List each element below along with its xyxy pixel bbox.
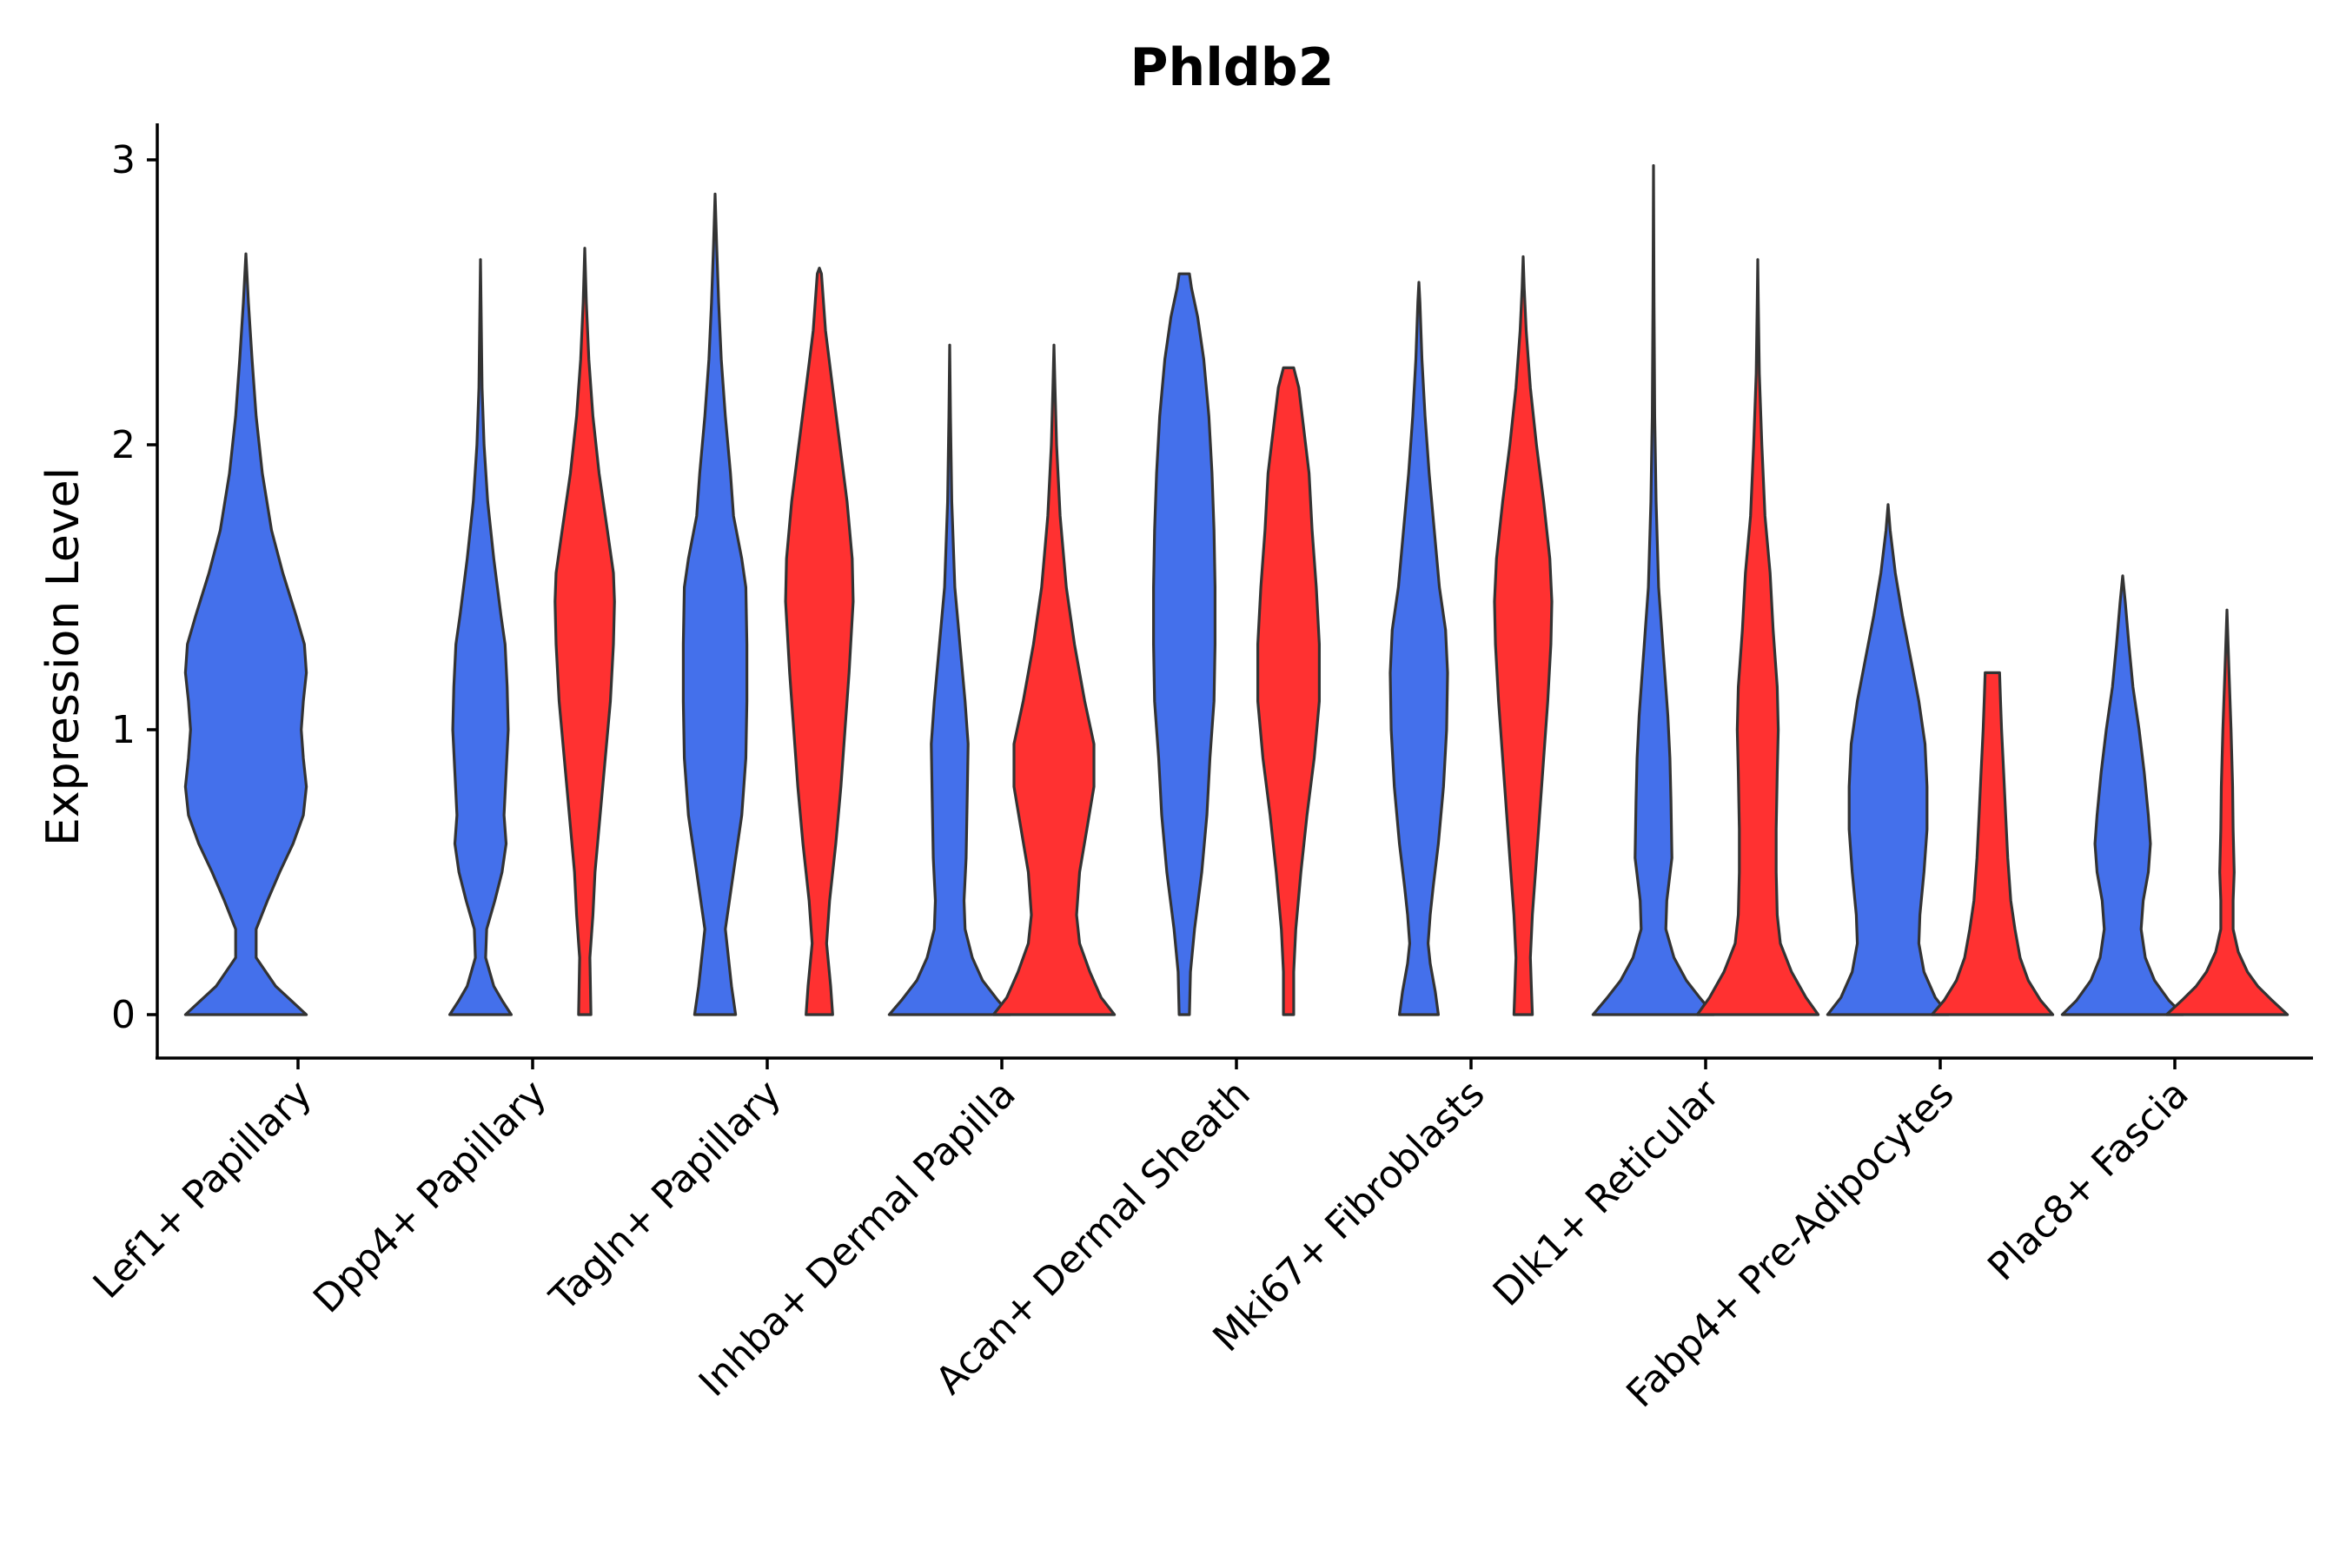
violin-7-group_a [1591, 164, 1716, 1016]
violin-3-group_a [681, 192, 749, 1016]
y-ticks: 0 1 2 3 [111, 138, 157, 1037]
violin-4-group_a [887, 343, 1012, 1016]
violin-5-group_b [1256, 366, 1321, 1016]
violin-6-group_b [1493, 255, 1554, 1016]
y-tick-label: 2 [111, 423, 136, 467]
violin-1-group_a [183, 252, 308, 1016]
violin-9-group_a [2060, 574, 2185, 1016]
x-tick-label: Mki67+ Fibroblasts [1204, 1072, 1493, 1360]
violin-5-group_a [1152, 272, 1216, 1016]
violin-2-group_a [448, 258, 513, 1016]
axes-layer [156, 123, 2313, 1060]
x-tick-label: Tagln+ Papillary [541, 1072, 790, 1320]
x-tick-label: Dlk1+ Reticular [1485, 1071, 1729, 1315]
violin-8-group_a [1826, 503, 1951, 1016]
x-tick-label: Plac8+ Fascia [1979, 1072, 2197, 1290]
violin-8-group_b [1930, 671, 2055, 1016]
y-tick-label: 3 [111, 138, 136, 182]
violins-layer [183, 164, 2290, 1016]
y-tick-label: 0 [111, 993, 136, 1037]
violin-7-group_b [1695, 258, 1820, 1016]
x-tick-label: Dpp4+ Papillary [305, 1072, 555, 1322]
violin-3-group_b [784, 267, 855, 1016]
violin-2-group_b [553, 247, 616, 1016]
x-tick-label: Lef1+ Papillary [85, 1072, 321, 1307]
violin-4-group_b [991, 343, 1117, 1016]
y-tick-label: 1 [111, 708, 136, 752]
violin-6-group_a [1388, 281, 1449, 1016]
chart-title: Phldb2 [1130, 37, 1335, 98]
violin-9-group_b [2164, 608, 2290, 1016]
y-axis-title: Expression Level [37, 467, 89, 846]
